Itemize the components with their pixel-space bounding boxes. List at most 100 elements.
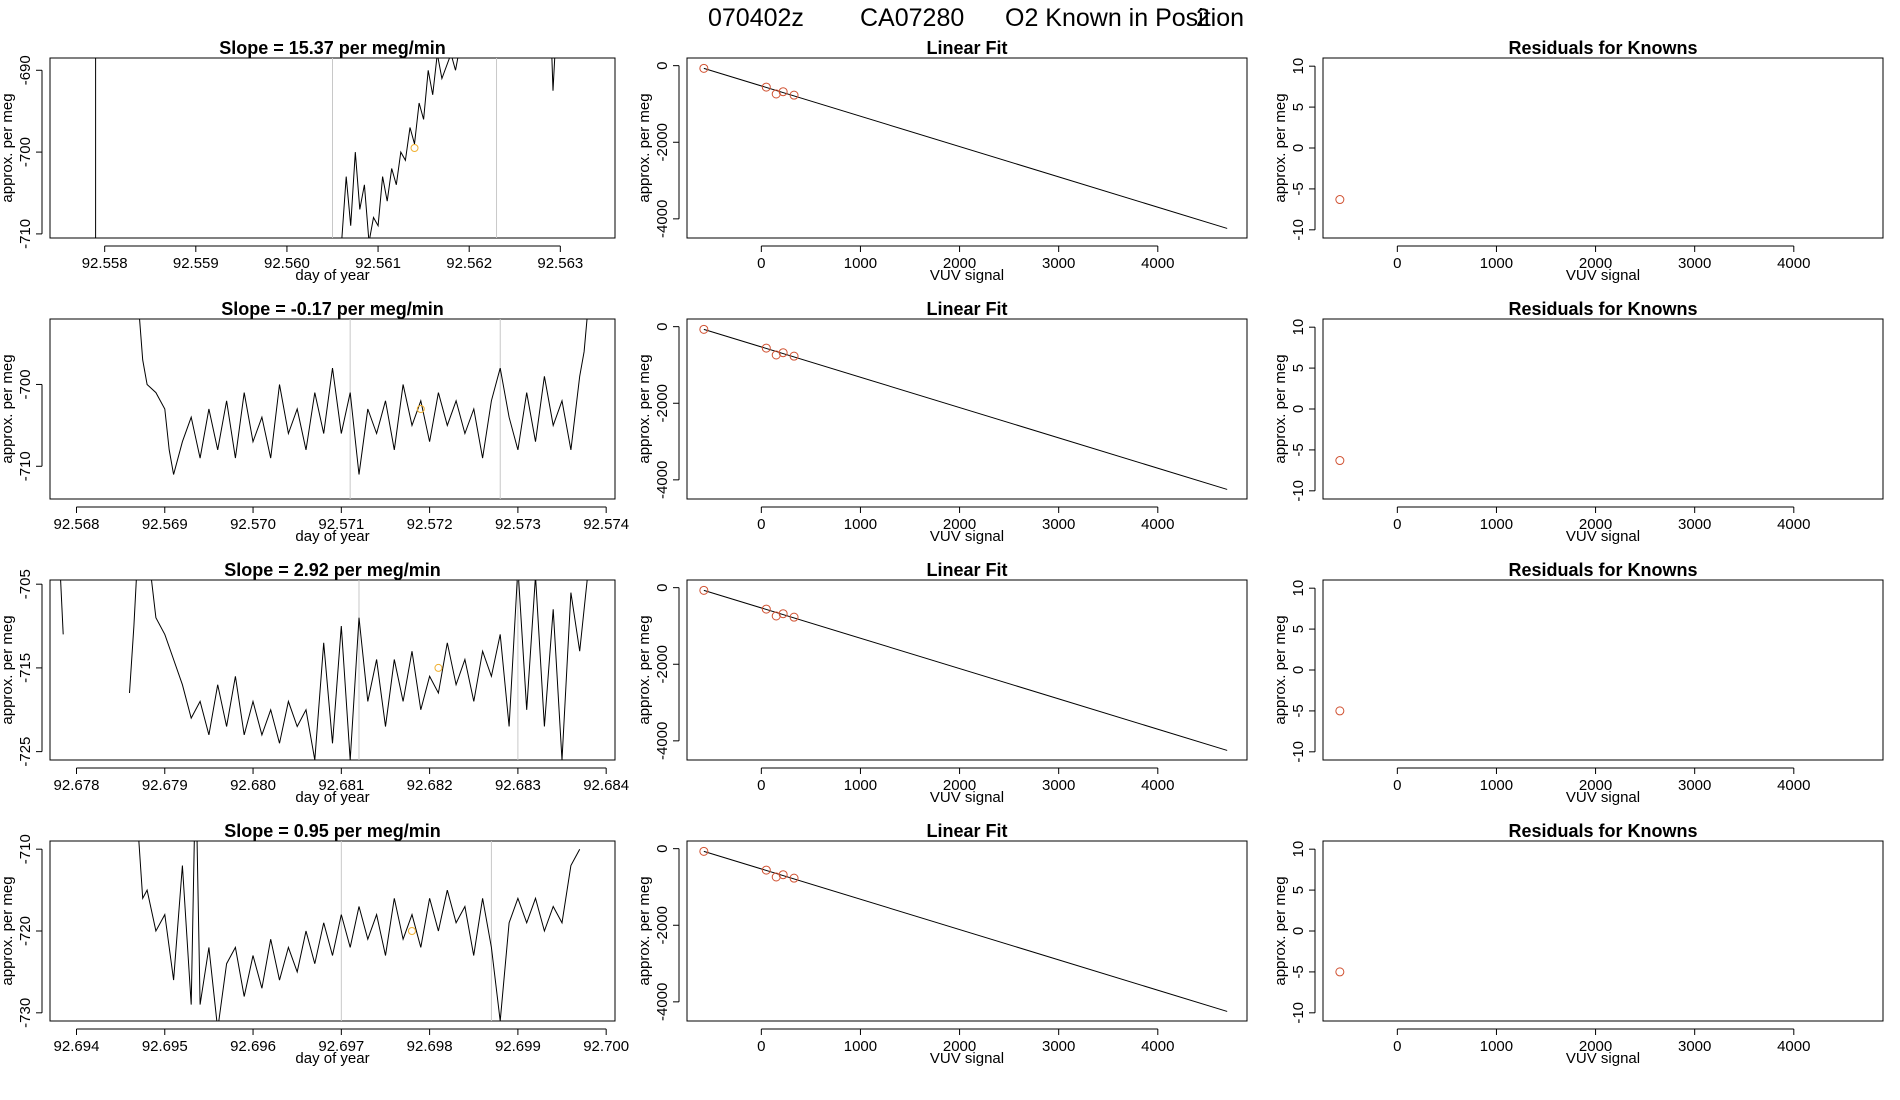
x-tick-label: 92.678 bbox=[54, 777, 100, 794]
known-point bbox=[778, 870, 788, 880]
known-point bbox=[699, 846, 709, 856]
known-point bbox=[1335, 456, 1345, 466]
plot-frame bbox=[49, 579, 616, 761]
mean-marker bbox=[434, 663, 443, 672]
x-tick-label: 92.700 bbox=[583, 1038, 629, 1055]
panel-title: Residuals for Knowns bbox=[1508, 38, 1697, 58]
x-tick-label: 3000 bbox=[1678, 1038, 1711, 1055]
y-tick-label: 0 bbox=[1290, 666, 1307, 674]
known-point bbox=[778, 348, 788, 358]
signal-trace bbox=[129, 580, 137, 694]
y-tick-label: -700 bbox=[17, 369, 34, 399]
x-tick-label: 4000 bbox=[1141, 516, 1174, 533]
x-tick-label: 0 bbox=[757, 255, 765, 272]
y-tick-label: -700 bbox=[17, 137, 34, 167]
x-tick-label: 1000 bbox=[844, 1038, 877, 1055]
x-axis-label: VUV signal bbox=[1566, 267, 1640, 284]
x-tick-label: 1000 bbox=[1480, 255, 1513, 272]
y-tick-label: -4000 bbox=[654, 722, 671, 760]
x-tick-label: 0 bbox=[1393, 255, 1401, 272]
y-axis-label: approx. per meg bbox=[0, 615, 16, 724]
known-point bbox=[789, 612, 799, 622]
y-axis-label: approx. per meg bbox=[636, 93, 653, 202]
y-tick-label: -5 bbox=[1290, 704, 1307, 717]
figure-title-date-code: 070402z bbox=[708, 4, 804, 32]
panel-title: Slope = -0.17 per meg/min bbox=[221, 299, 444, 319]
plot-data bbox=[1335, 195, 1345, 205]
panel-title: Linear Fit bbox=[926, 38, 1007, 58]
x-tick-label: 92.680 bbox=[230, 777, 276, 794]
fit-line bbox=[703, 589, 1228, 751]
x-tick-label: 92.679 bbox=[142, 777, 188, 794]
y-axis-label: approx. per meg bbox=[1272, 93, 1289, 202]
x-tick-label: 92.571 bbox=[318, 516, 364, 533]
panel-title: Slope = 15.37 per meg/min bbox=[219, 38, 446, 58]
y-tick-label: 0 bbox=[1290, 927, 1307, 935]
x-tick-label: 4000 bbox=[1777, 516, 1810, 533]
x-tick-label: 4000 bbox=[1141, 777, 1174, 794]
panel-title: Linear Fit bbox=[926, 560, 1007, 580]
y-tick-label: -5 bbox=[1290, 443, 1307, 456]
known-point bbox=[789, 873, 799, 883]
y-tick-label: 5 bbox=[1290, 886, 1307, 894]
panel-title: Slope = 0.95 per meg/min bbox=[224, 821, 441, 841]
x-tick-label: 1000 bbox=[844, 516, 877, 533]
plot-frame bbox=[686, 840, 1248, 1022]
x-tick-label: 92.695 bbox=[142, 1038, 188, 1055]
y-axis-label: approx. per meg bbox=[0, 354, 16, 463]
y-tick-label: -10 bbox=[1290, 741, 1307, 763]
x-tick-label: 3000 bbox=[1678, 516, 1711, 533]
known-point bbox=[699, 324, 709, 334]
panel-residuals-3: Residuals for Knowns 0 1000 2000 3000 4000 VUV… bbox=[1272, 560, 1884, 806]
x-tick-label: 3000 bbox=[1042, 1038, 1075, 1055]
x-axis-label: day of year bbox=[295, 1050, 369, 1067]
known-point bbox=[699, 585, 709, 595]
panel-title: Linear Fit bbox=[926, 299, 1007, 319]
fit-line bbox=[703, 328, 1228, 490]
y-tick-label: 0 bbox=[1290, 405, 1307, 413]
y-tick-label: -690 bbox=[17, 55, 34, 85]
signal-trace bbox=[150, 580, 588, 760]
x-tick-label: 92.696 bbox=[230, 1038, 276, 1055]
x-axis-label: VUV signal bbox=[1566, 528, 1640, 545]
x-axis-label: VUV signal bbox=[930, 789, 1004, 806]
y-axis-label: approx. per meg bbox=[1272, 354, 1289, 463]
y-tick-label: 0 bbox=[654, 844, 671, 852]
y-tick-label: -2000 bbox=[654, 384, 671, 422]
panel-title: Residuals for Knowns bbox=[1508, 299, 1697, 319]
signal-trace bbox=[138, 841, 581, 1021]
x-tick-label: 0 bbox=[1393, 777, 1401, 794]
x-tick-label: 92.699 bbox=[495, 1038, 541, 1055]
y-tick-label: 5 bbox=[1290, 103, 1307, 111]
y-tick-label: -715 bbox=[17, 653, 34, 683]
panel-title: Residuals for Knowns bbox=[1508, 560, 1697, 580]
x-tick-label: 2000 bbox=[943, 516, 976, 533]
x-tick-label: 92.568 bbox=[54, 516, 100, 533]
x-tick-label: 0 bbox=[757, 516, 765, 533]
x-tick-label: 3000 bbox=[1042, 255, 1075, 272]
plot-data bbox=[95, 58, 556, 238]
known-point bbox=[761, 343, 771, 353]
plot-frame bbox=[686, 579, 1248, 761]
plot-data bbox=[1335, 456, 1345, 466]
y-tick-label: -5 bbox=[1290, 965, 1307, 978]
x-tick-label: 2000 bbox=[1579, 777, 1612, 794]
y-tick-label: -2000 bbox=[654, 645, 671, 683]
y-tick-label: -710 bbox=[17, 451, 34, 481]
plot-frame bbox=[1322, 579, 1884, 761]
y-axis-label: approx. per meg bbox=[636, 615, 653, 724]
known-point bbox=[761, 865, 771, 875]
y-tick-label: -4000 bbox=[654, 200, 671, 238]
known-point bbox=[778, 609, 788, 619]
x-tick-label: 0 bbox=[1393, 1038, 1401, 1055]
x-tick-label: 2000 bbox=[943, 1038, 976, 1055]
y-axis-label: approx. per meg bbox=[0, 876, 16, 985]
y-tick-label: 5 bbox=[1290, 364, 1307, 372]
x-tick-label: 92.572 bbox=[407, 516, 453, 533]
figure-title-position: 2 bbox=[1196, 4, 1210, 32]
panel-title: Residuals for Knowns bbox=[1508, 821, 1697, 841]
x-tick-label: 4000 bbox=[1141, 255, 1174, 272]
x-tick-label: 92.560 bbox=[264, 255, 310, 272]
panel-title: Slope = 2.92 per meg/min bbox=[224, 560, 441, 580]
x-tick-label: 92.683 bbox=[495, 777, 541, 794]
